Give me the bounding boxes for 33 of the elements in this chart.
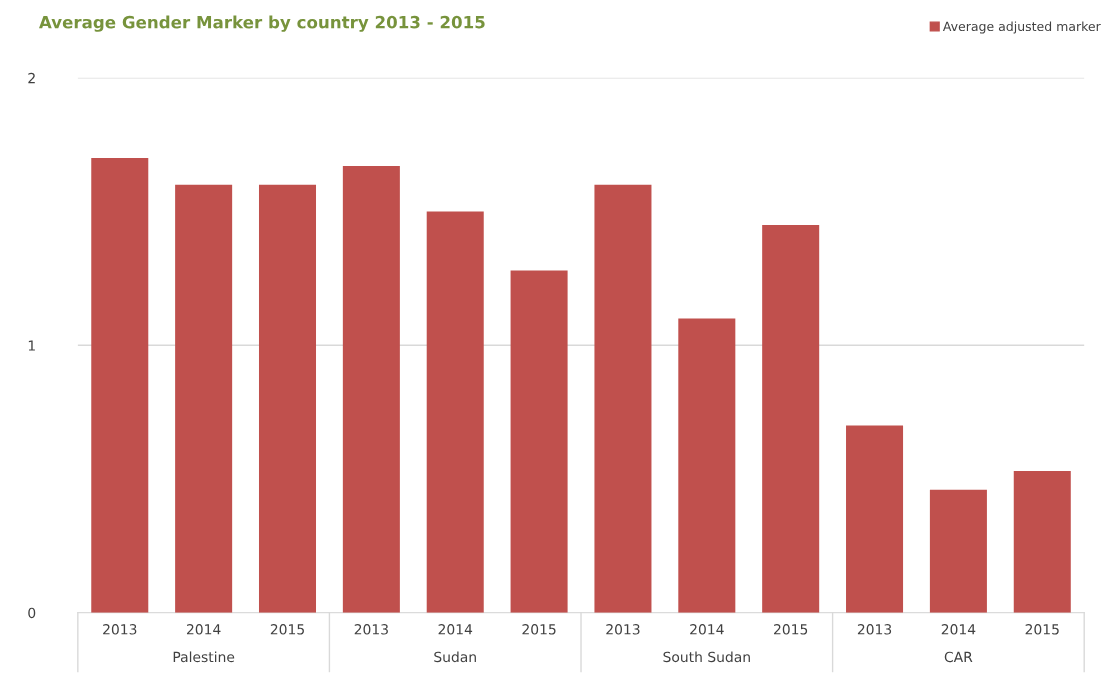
x-tick-label: 2014 (186, 624, 221, 635)
legend-label: Average adjusted marker (942, 21, 1101, 34)
bar (678, 318, 736, 613)
y-tick-label: 1 (28, 340, 35, 351)
x-tick-label: 2013 (606, 624, 640, 635)
x-tick-label: 2014 (941, 624, 976, 635)
bar (1013, 470, 1071, 613)
bar (91, 158, 149, 613)
bar (762, 224, 820, 613)
x-tick-label: 2015 (1025, 624, 1059, 635)
bar (510, 270, 568, 613)
y-tick-label: 2 (28, 72, 35, 84)
bar (175, 184, 233, 613)
x-tick-label: 2015 (270, 624, 304, 635)
x-tick-label: 2013 (354, 624, 388, 635)
text: South Sudan (663, 651, 750, 663)
chart-title: Average Gender Marker by country 2013 - 2015 (39, 15, 485, 32)
bar (258, 184, 317, 613)
x-tick-label: 2014 (438, 624, 473, 635)
x-tick-label: 2015 (522, 624, 556, 635)
text: CAR (944, 651, 973, 663)
y-tick-label: 0 (28, 607, 36, 619)
x-tick-label: 2014 (690, 624, 724, 635)
bar (929, 489, 987, 613)
bar (342, 166, 400, 613)
x-tick-label: 2013 (103, 624, 137, 635)
bar (426, 211, 484, 613)
x-tick-label: 2015 (774, 624, 808, 635)
text: Palestine (173, 651, 235, 663)
text: Sudan (434, 651, 476, 663)
x-tick-label: 2013 (857, 624, 892, 635)
bar (846, 425, 904, 613)
bar (594, 184, 652, 613)
